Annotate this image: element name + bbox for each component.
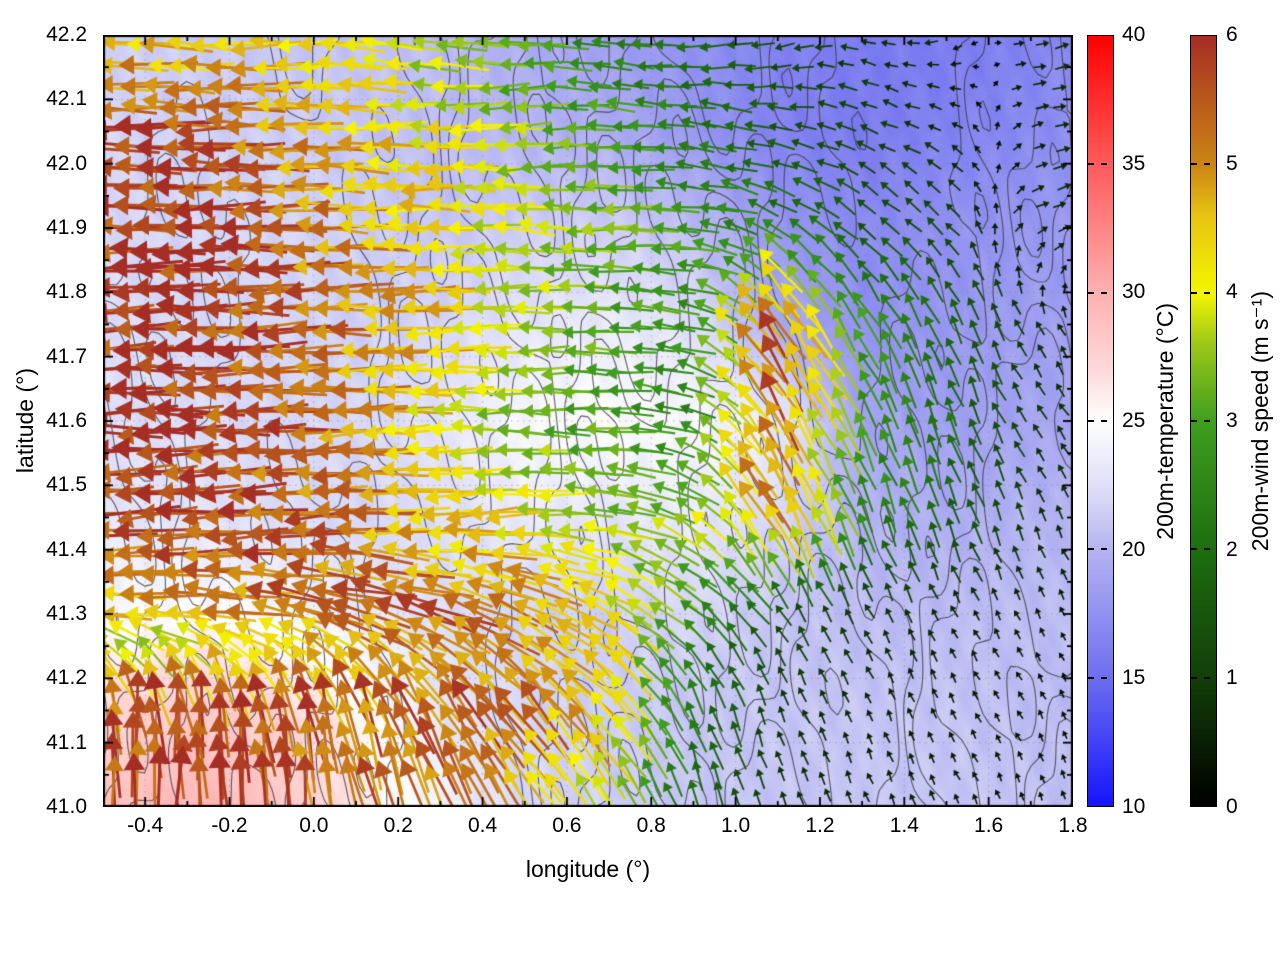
colorbar-tick-mark xyxy=(1191,548,1216,551)
colorbar-tick-label: 35 xyxy=(1122,151,1146,175)
x-tick-label: -0.4 xyxy=(127,814,164,837)
temperature-colorbar-title-wrap: 200m-temperature (°C) xyxy=(1148,35,1182,807)
x-axis-title: longitude (°) xyxy=(525,856,651,882)
wind-colorbar-title-wrap: 200m-wind speed (m s⁻¹) xyxy=(1242,35,1278,807)
y-tick-label: 42.1 xyxy=(46,87,87,111)
colorbar-tick-label: 30 xyxy=(1122,280,1146,304)
plot-area xyxy=(103,35,1073,807)
x-tick-label: 0.0 xyxy=(299,814,329,837)
x-tick-label: 0.4 xyxy=(467,814,498,837)
colorbar-tick-mark xyxy=(1191,420,1216,422)
x-tick-label: 1.4 xyxy=(889,814,919,837)
y-tick-label: 41.9 xyxy=(46,216,87,239)
colorbar-tick-label: 3 xyxy=(1226,409,1238,432)
y-tick-label: 42.2 xyxy=(46,23,87,46)
y-tick-label: 41.3 xyxy=(46,602,87,625)
colorbar-tick-label: 25 xyxy=(1122,409,1146,432)
x-tick-label: 1.2 xyxy=(805,814,835,837)
colorbar-tick-label: 15 xyxy=(1122,666,1146,690)
colorbar-tick-label: 10 xyxy=(1122,795,1146,818)
y-tick-label: 42.0 xyxy=(46,151,87,175)
colorbar-tick-mark xyxy=(1191,676,1216,679)
y-tick-label: 41.8 xyxy=(46,280,87,304)
colorbar-tick-label: 20 xyxy=(1122,537,1146,561)
y-axis-tick-labels: 42.2 42.1 42.0 41.9 41.8 41.7 41.6 41.5 41.4 41.3… xyxy=(0,23,95,818)
colorbar-tick-label: 5 xyxy=(1226,151,1238,175)
colorbar-tick-label: 40 xyxy=(1122,23,1146,46)
wind-colorbar xyxy=(1190,35,1217,807)
temperature-colorbar-tick-labels: 40 35 30 25 20 15 10 xyxy=(1122,23,1182,818)
colorbar-tick-label: 4 xyxy=(1226,280,1238,304)
x-axis-tick-labels: -0.4 -0.2 0.0 0.2 0.4 0.6 0.8 1.0 1.2 1.4 1.6 1.8 xyxy=(103,814,1088,842)
x-tick-label: 1.6 xyxy=(974,814,1004,837)
x-tick-label: 1.0 xyxy=(720,814,751,837)
map-canvas xyxy=(103,35,1073,807)
x-tick-label: 0.6 xyxy=(552,814,582,837)
x-tick-label: 0.8 xyxy=(636,814,666,837)
colorbar-tick-label: 1 xyxy=(1226,666,1238,690)
y-tick-label: 41.2 xyxy=(46,666,87,690)
colorbar-tick-label: 2 xyxy=(1226,537,1238,561)
colorbar-tick-label: 0 xyxy=(1226,795,1238,818)
x-tick-label: 0.2 xyxy=(383,814,413,837)
colorbar-tick-mark xyxy=(1088,676,1113,679)
y-tick-label: 41.6 xyxy=(46,409,87,432)
y-tick-label: 41.1 xyxy=(46,730,87,754)
colorbar-tick-mark xyxy=(1088,548,1113,551)
temperature-colorbar xyxy=(1087,35,1114,807)
wind-colorbar-tick-labels: 6 5 4 3 2 1 0 xyxy=(1226,23,1266,818)
x-tick-label: -0.2 xyxy=(211,814,248,837)
temperature-colorbar-title: 200m-temperature (°C) xyxy=(1151,302,1178,540)
y-tick-label: 41.0 xyxy=(46,795,87,818)
colorbar-tick-mark xyxy=(1191,291,1216,294)
y-tick-label: 41.5 xyxy=(46,473,87,497)
colorbar-tick-mark xyxy=(1088,163,1113,166)
colorbar-tick-mark xyxy=(1088,420,1113,422)
y-axis-title: latitude (°) xyxy=(11,368,38,474)
wind-colorbar-title: 200m-wind speed (m s⁻¹) xyxy=(1246,290,1273,552)
y-tick-label: 41.7 xyxy=(46,344,87,368)
y-axis-title-wrap: latitude (°) xyxy=(8,35,42,807)
x-tick-label: 1.8 xyxy=(1058,814,1088,837)
colorbar-tick-mark xyxy=(1191,163,1216,166)
colorbar-tick-mark xyxy=(1088,291,1113,294)
y-tick-label: 41.4 xyxy=(46,537,87,561)
colorbar-tick-label: 6 xyxy=(1226,23,1238,46)
